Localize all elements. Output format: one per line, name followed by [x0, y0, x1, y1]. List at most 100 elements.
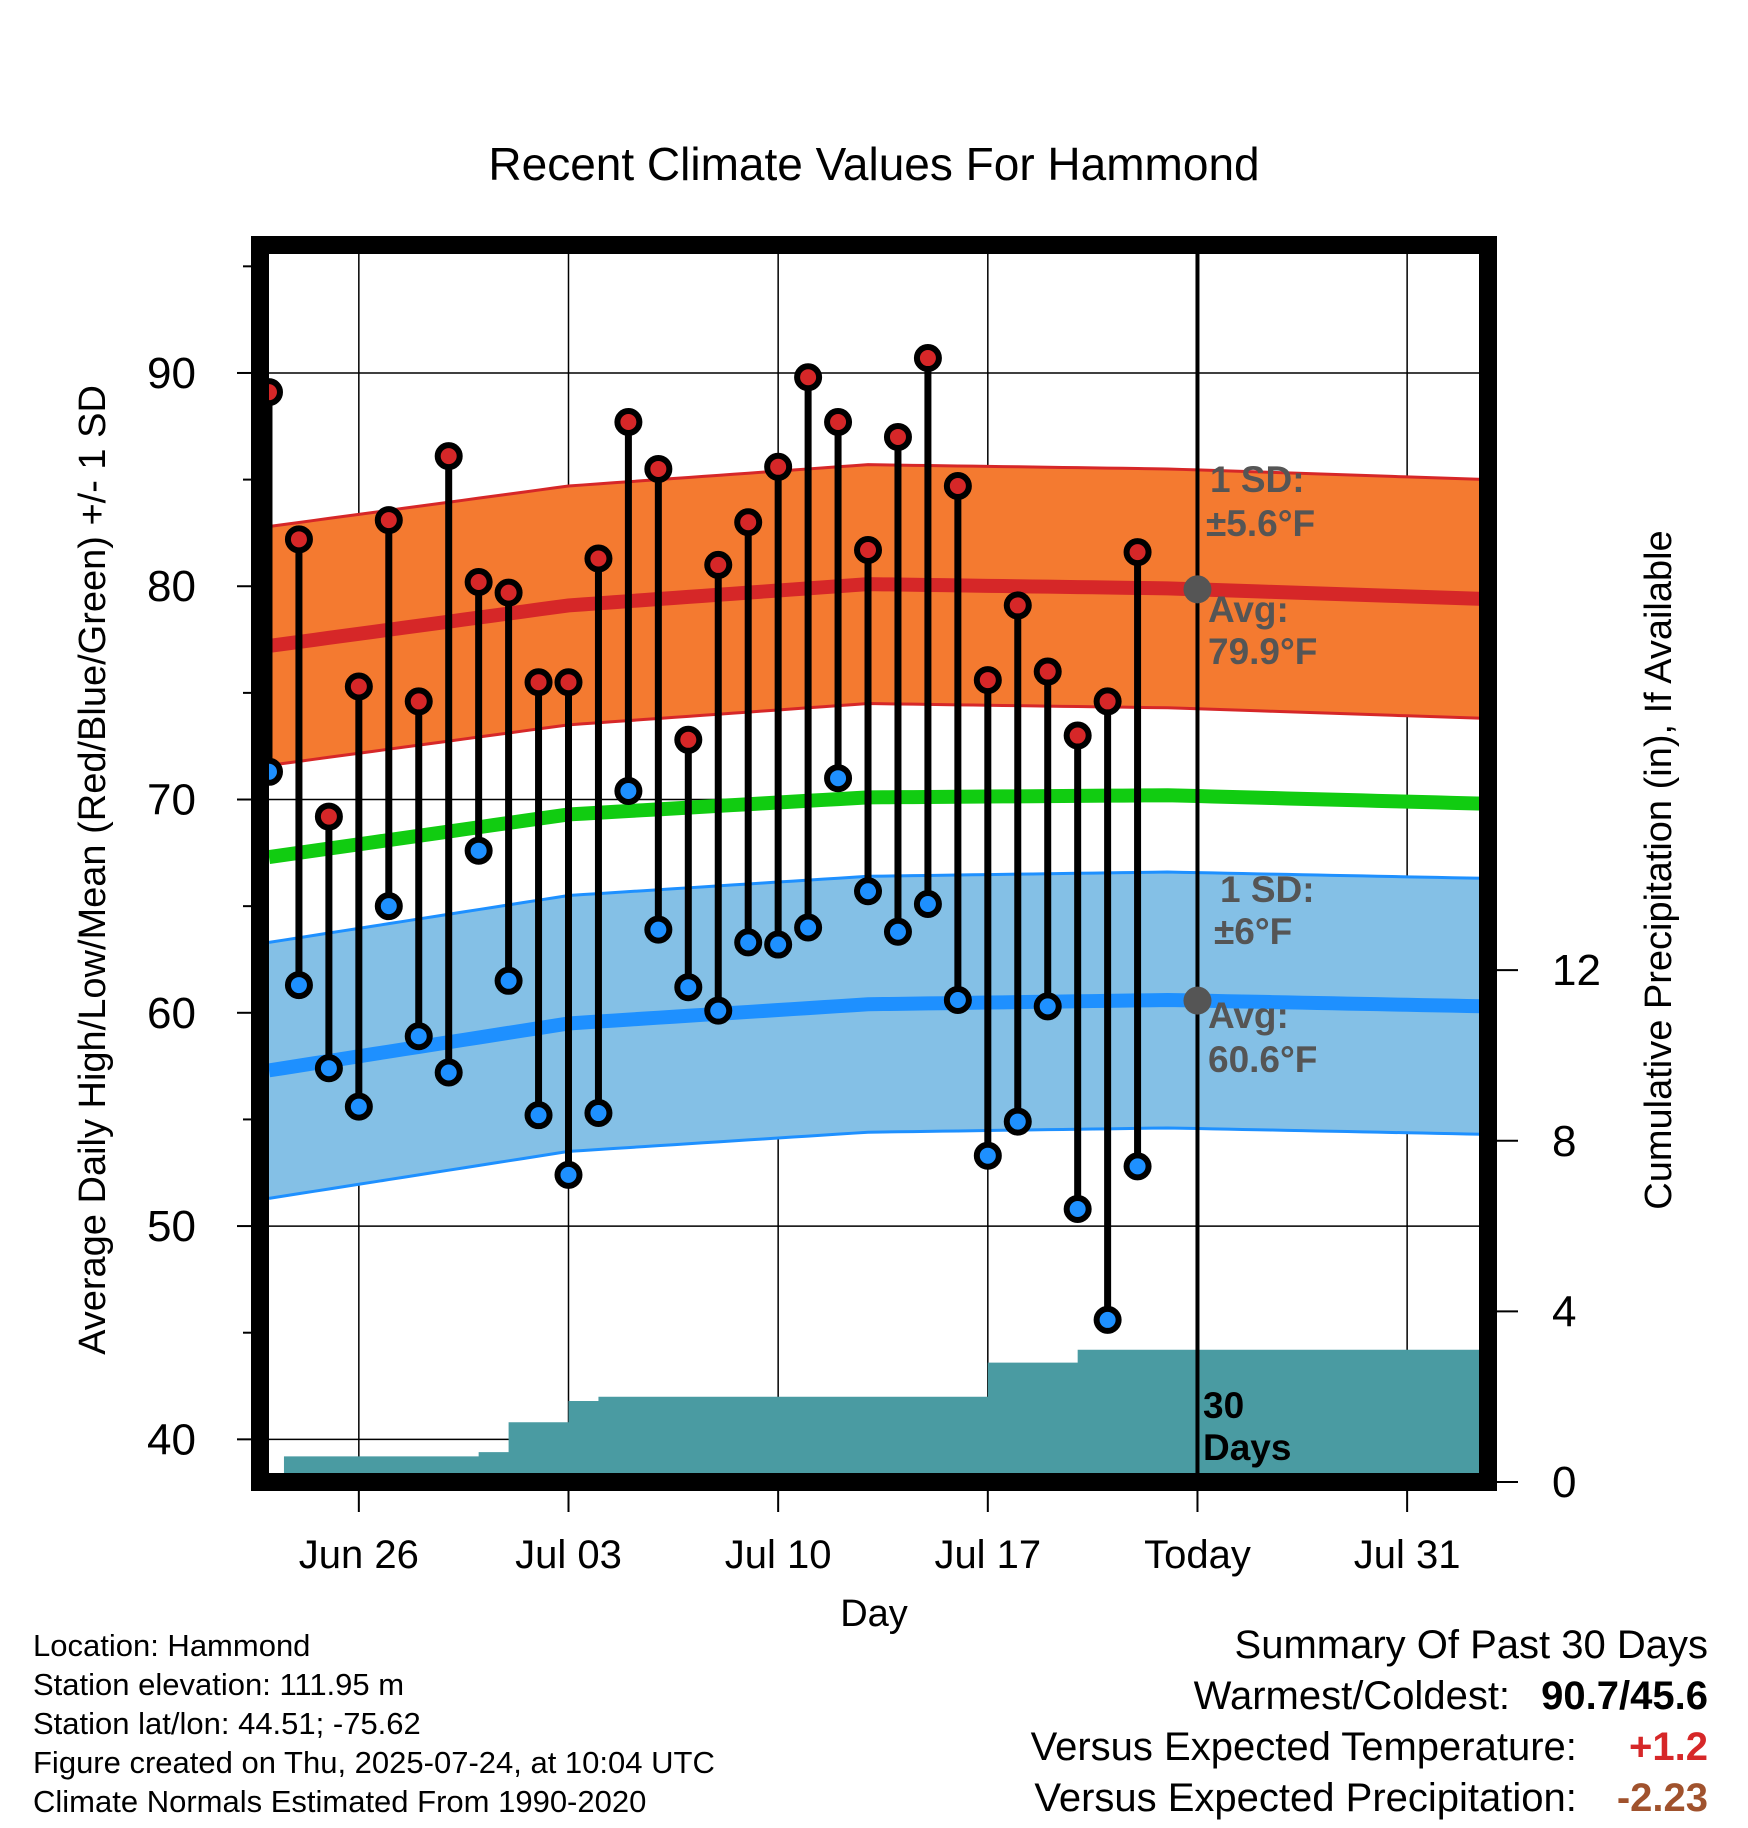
daily-low-point [614, 776, 643, 805]
y2-tick-label: 8 [1552, 1117, 1576, 1166]
daily-high-point [584, 544, 613, 573]
y2-axis-label: Cumulative Precipitation (in), If Availa… [1638, 530, 1680, 1209]
low-band-upper-edge [268, 870, 1489, 944]
normals-text: Climate Normals Estimated From 1990-2020 [33, 1784, 647, 1819]
daily-low-point [824, 764, 853, 793]
daily-high-point [1093, 687, 1122, 716]
daily-low-point [314, 1054, 343, 1083]
warm-cold-value: 90.7/45.6 [1541, 1674, 1708, 1718]
x-tick-label: Jun 26 [299, 1533, 419, 1577]
high-avg-value: 79.9°F [1208, 631, 1317, 672]
daily-low-point [854, 877, 883, 906]
warm-cold-label: Warmest/Coldest: [1193, 1674, 1511, 1718]
y-tick-label: 90 [147, 349, 196, 398]
daily-low-point [794, 913, 823, 942]
daily-high-point [913, 344, 942, 373]
daily-low-point [344, 1092, 373, 1121]
low-band-lower-edge [268, 1126, 1489, 1200]
high-sd-value: ±5.6°F [1206, 503, 1315, 544]
daily-high-point [704, 550, 733, 579]
y-tick-label: 50 [147, 1202, 196, 1251]
high-sd-label: 1 SD: [1210, 459, 1305, 500]
daily-high-point [854, 535, 883, 564]
daily-low-point [883, 917, 912, 946]
today-low-avg-marker [1183, 986, 1212, 1015]
x-tick-label: Jul 31 [1354, 1533, 1461, 1577]
daily-high-point [1033, 657, 1062, 686]
daily-high-point [794, 363, 823, 392]
daily-low-point [913, 890, 942, 919]
daily-high-point [1123, 538, 1152, 567]
y-tick-label: 70 [147, 776, 196, 825]
annotations: 1 SD: ±5.6°F Avg: 79.9°F 1 SD: ±6°F Avg:… [1203, 459, 1317, 1468]
daily-low-point [554, 1160, 583, 1189]
normal-mean-line [267, 788, 1489, 865]
daily-low-point [1063, 1195, 1092, 1224]
x-tick-label: Jul 03 [515, 1533, 622, 1577]
days-label-30: 30 [1203, 1385, 1244, 1426]
daily-low-point [1033, 992, 1062, 1021]
chart-title: Recent Climate Values For Hammond [488, 138, 1259, 190]
low-sd-label: 1 SD: [1220, 869, 1315, 910]
daily-low-point [943, 985, 972, 1014]
daily-low-point [404, 1022, 433, 1051]
daily-low-point [434, 1058, 463, 1087]
daily-high-point [674, 725, 703, 754]
high-band-upper-edge [268, 463, 1489, 529]
normal-low-line [267, 992, 1489, 1078]
y-tick-label: 40 [147, 1415, 196, 1464]
daily-low-point [524, 1101, 553, 1130]
daily-high-point [734, 508, 763, 537]
summary-heading: Summary Of Past 30 Days [1234, 1623, 1708, 1667]
daily-high-point [344, 672, 373, 701]
grid [260, 245, 1488, 1482]
summary-warm-cold: Warmest/Coldest: 90.7/45.6 [1031, 1671, 1708, 1722]
y2-tick-label: 0 [1552, 1458, 1576, 1507]
daily-points [254, 344, 1152, 1334]
precip-value: -2.23 [1616, 1776, 1708, 1820]
daily-range-stems [265, 358, 1142, 1320]
days-label-days: Days [1203, 1427, 1291, 1468]
plot-border [251, 236, 1497, 1491]
location-text: Location: Hammond [33, 1628, 311, 1663]
daily-high-point [1063, 721, 1092, 750]
x-axis-label: Day [840, 1593, 908, 1635]
daily-high-point [464, 567, 493, 596]
daily-low-point [704, 996, 733, 1025]
daily-low-point [1123, 1152, 1152, 1181]
y-axis-label: Average Daily High/Low/Mean (Red/Blue/Gr… [72, 385, 114, 1355]
daily-high-point [614, 408, 643, 437]
daily-low-point [674, 973, 703, 1002]
precipitation-area [260, 1349, 1488, 1482]
daily-low-point [734, 928, 763, 957]
daily-low-point [973, 1141, 1002, 1170]
daily-high-point [374, 506, 403, 535]
daily-high-point [644, 454, 673, 483]
daily-high-point [284, 525, 313, 554]
daily-low-point [1093, 1305, 1122, 1334]
low-avg-label: Avg: [1208, 995, 1289, 1036]
low-avg-value: 60.6°F [1208, 1039, 1317, 1080]
summary-temp: Versus Expected Temperature: +1.2 [1031, 1722, 1708, 1773]
today-high-avg-marker [1183, 575, 1212, 604]
x-tick-label: Today [1144, 1533, 1251, 1577]
low-sd-value: ±6°F [1214, 911, 1292, 952]
precip-label: Versus Expected Precipitation: [1034, 1776, 1577, 1820]
daily-high-point [943, 472, 972, 501]
y2-tick-label: 12 [1552, 946, 1601, 995]
daily-high-point [824, 408, 853, 437]
daily-low-point [284, 971, 313, 1000]
plot-frame [251, 236, 1497, 1491]
normal-high-line [268, 577, 1489, 653]
today-line [1183, 245, 1212, 1482]
daily-high-point [764, 452, 793, 481]
daily-low-point [644, 915, 673, 944]
summary-panel: Summary Of Past 30 Days Warmest/Coldest:… [1031, 1620, 1708, 1824]
station-info: Location: Hammond Station elevation: 111… [33, 1626, 715, 1821]
precipitation-fill [260, 1349, 1488, 1482]
high-avg-label: Avg: [1208, 589, 1289, 630]
daily-high-point [883, 422, 912, 451]
daily-low-point [1003, 1107, 1032, 1136]
daily-low-point [584, 1099, 613, 1128]
